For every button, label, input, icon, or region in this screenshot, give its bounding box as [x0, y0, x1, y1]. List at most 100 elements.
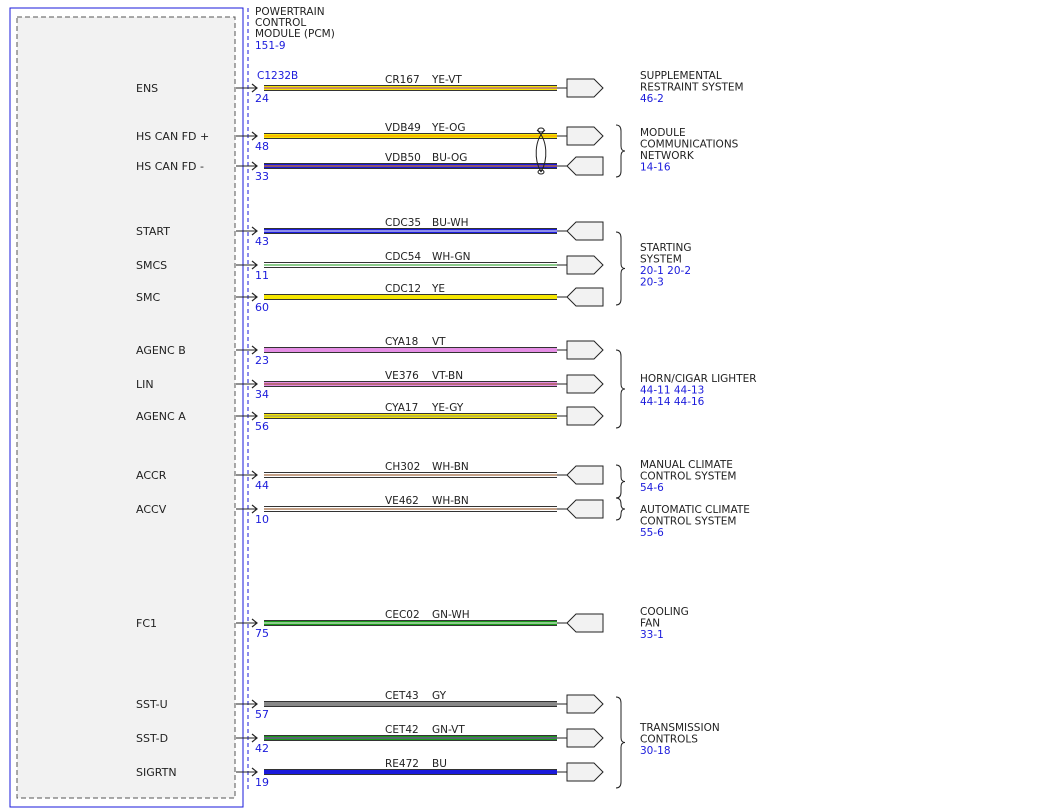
wire-cet42: SST-D 42 CET42 GN-VT: [136, 724, 604, 755]
wire-stripe: [264, 383, 557, 385]
pin-arrow-icon: [251, 767, 258, 777]
wire-color-code: VT: [432, 336, 446, 348]
pin-arrow-icon: [251, 733, 258, 743]
pin-label: SMC: [136, 291, 160, 304]
pin-number: 56: [255, 420, 269, 433]
wire-stripe: [264, 474, 557, 476]
pin-label: SIGRTN: [136, 766, 177, 779]
pin-arrow-icon: [251, 699, 258, 709]
system-ref-line: 44-11 44-13: [640, 385, 704, 397]
module-ref: 151-9: [255, 40, 286, 52]
pin-arrow-icon: [251, 411, 258, 421]
wire-cya17: AGENC A 56 CYA17 YE-GY: [136, 402, 604, 433]
circuit-number: RE472: [385, 758, 419, 770]
system-brace: [615, 497, 626, 521]
pin-label: SMCS: [136, 259, 167, 272]
connector-terminal-icon: [566, 499, 604, 519]
pin-arrow-icon: [251, 260, 258, 270]
pin-label: ACCR: [136, 469, 167, 482]
pin-label: AGENC B: [136, 344, 186, 357]
pin-number: 57: [255, 708, 269, 721]
system-ref-line: 14-16: [640, 162, 671, 174]
pin-arrow-icon: [251, 161, 258, 171]
system-name-line: CONTROL SYSTEM: [640, 516, 736, 528]
wire-stripe: [264, 415, 557, 417]
system-name-line: HORN/CIGAR LIGHTER: [640, 373, 757, 385]
connector-terminal-icon: [566, 340, 604, 360]
pin-arrow-icon: [251, 618, 258, 628]
connector-terminal-icon: [566, 126, 604, 146]
circuit-number: CH302: [385, 461, 420, 473]
wire-cya18: AGENC B 23 CYA18 VT: [136, 336, 604, 367]
circuit-number: VE462: [385, 495, 419, 507]
wire-color-code: WH-GN: [432, 251, 470, 263]
wire-cet43: SST-U 57 CET43 GY: [136, 690, 604, 721]
wire-fill: [264, 770, 557, 774]
wire-color-code: YE-OG: [431, 122, 466, 134]
pcm-module-body: [16, 16, 236, 799]
system-name-line: NETWORK: [640, 150, 695, 162]
pin-arrow-icon: [251, 379, 258, 389]
twisted-pair-icon: [535, 129, 547, 173]
wire-ch302: ACCR 44 CH302 WH-BN: [136, 461, 604, 492]
pin-label: SST-D: [136, 732, 168, 745]
pin-arrow-icon: [251, 226, 258, 236]
wire-color-code: YE: [431, 283, 445, 295]
extras-layer: [535, 127, 547, 175]
system-ref-line: 44-14 44-16: [640, 396, 705, 408]
twist-end-bottom: [537, 169, 545, 175]
circuit-number: CR167: [385, 74, 420, 86]
pin-number: 10: [255, 513, 269, 526]
system-name-line: CONTROLS: [640, 734, 698, 746]
wire-cr167: ENS 24 CR167 YE-VT: [136, 74, 604, 105]
connector-terminal-icon: [566, 613, 604, 633]
circuit-number: VDB49: [385, 122, 421, 134]
wire-cec02: FC1 75 CEC02 GN-WH: [136, 609, 604, 640]
pin-arrow-icon: [251, 131, 258, 141]
connector-terminal-icon: [566, 406, 604, 426]
module-title-line-2: CONTROL: [255, 17, 306, 29]
circuit-number: CYA17: [385, 402, 418, 414]
wire-cdc35: START 43 CDC35 BU-WH: [136, 217, 604, 248]
wire-stripe: [264, 165, 557, 167]
pin-number: 19: [255, 776, 269, 789]
circuit-number: CDC12: [385, 283, 421, 295]
wire-fill: [264, 702, 557, 706]
pin-label: FC1: [136, 617, 157, 630]
module-title-line-3: MODULE (PCM): [255, 28, 335, 40]
pin-label: ENS: [136, 82, 158, 95]
wire-color-code: YE-GY: [431, 402, 464, 414]
system-name-line: COOLING: [640, 606, 689, 618]
pin-arrow-icon: [251, 83, 258, 93]
wire-color-code: VT-BN: [432, 370, 463, 382]
circuit-number: CDC54: [385, 251, 421, 263]
wire-color-code: BU-WH: [432, 217, 469, 229]
wire-vdb49: HS CAN FD + 48 VDB49 YE-OG: [136, 122, 604, 153]
connector-terminal-icon: [566, 255, 604, 275]
connector-terminal-icon: [566, 728, 604, 748]
pin-arrow-icon: [251, 504, 258, 514]
wire-cdc12: SMC 60 CDC12 YE: [136, 283, 604, 314]
pin-arrow-icon: [251, 345, 258, 355]
wire-stripe: [264, 230, 557, 232]
pin-number: 43: [255, 235, 269, 248]
connector-terminal-icon: [566, 374, 604, 394]
pin-label: HS CAN FD +: [136, 130, 209, 143]
wire-stripe: [264, 737, 557, 739]
connector-terminal-icon: [566, 465, 604, 485]
system-ref-line: 46-2: [640, 93, 664, 105]
system-name-line: MODULE: [640, 127, 686, 139]
connector-terminal-icon: [566, 762, 604, 782]
system-brace: [615, 696, 626, 789]
pin-number: 34: [255, 388, 269, 401]
wire-fill: [264, 295, 557, 299]
wire-ve462: ACCV 10 VE462 WH-BN: [136, 495, 604, 526]
pin-arrow-icon: [251, 292, 258, 302]
circuit-number: CEC02: [385, 609, 420, 621]
pin-number: 24: [255, 92, 269, 105]
